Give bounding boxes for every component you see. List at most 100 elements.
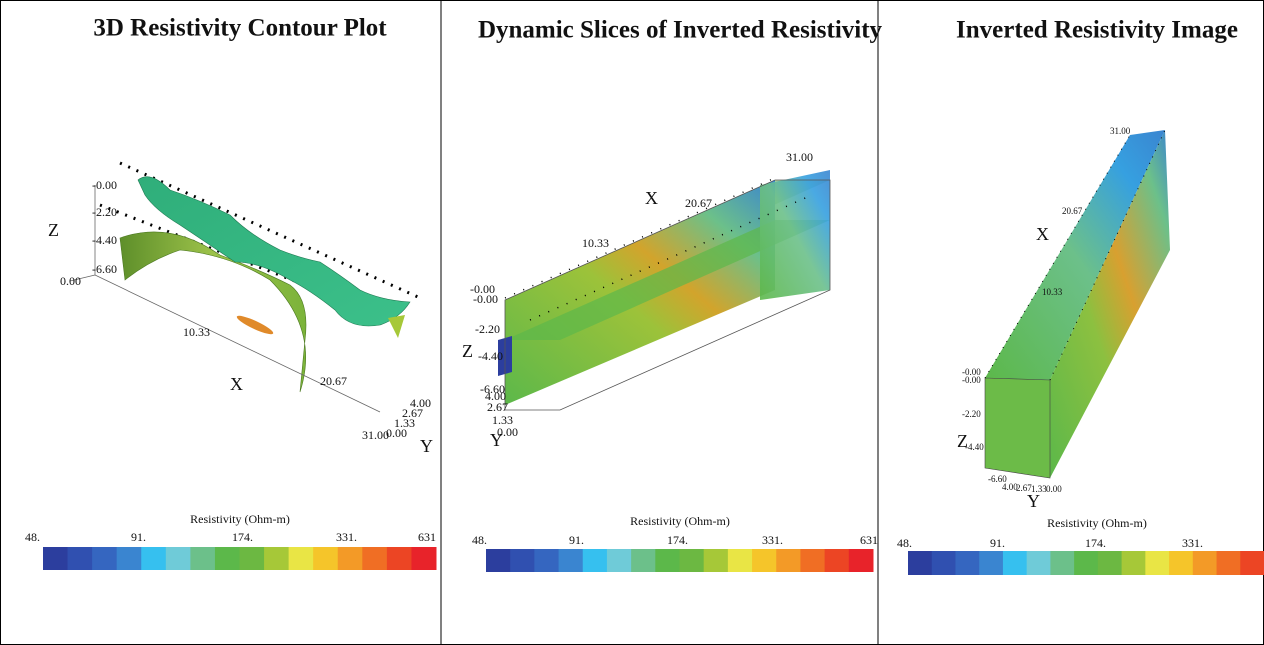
colorbar-title: Resistivity (Ohm-m)	[630, 514, 730, 528]
z-tick-label: -0.00	[473, 292, 498, 306]
y-tick-label: 0.00	[497, 425, 518, 439]
colorbar-cell	[313, 547, 339, 570]
colorbar-cell	[582, 549, 608, 572]
z-tick-label: -4.40	[965, 442, 984, 452]
block-top	[985, 130, 1165, 380]
y-tick-label: 1.33	[1031, 484, 1047, 494]
colorbar-label: 331.	[762, 533, 783, 547]
colorbar-label: 174.	[1085, 536, 1106, 550]
x-tick-label: 20.67	[320, 374, 347, 388]
colorbar-cell	[288, 547, 314, 570]
block-side	[1050, 130, 1170, 478]
colorbar-cell	[752, 549, 777, 572]
z-tick-label: -6.60	[480, 382, 505, 396]
dotted-edge	[119, 161, 419, 299]
panel-title: Inverted Resistivity Image	[956, 17, 1238, 44]
x-tick-label: -0.00	[962, 367, 981, 377]
colorbar-cell	[1192, 551, 1218, 575]
x-tick-label: 31.00	[1110, 126, 1131, 136]
x-tick-label: 10.33	[183, 325, 210, 339]
x-tick-label: 31.00	[786, 150, 813, 164]
colorbar-cell	[776, 549, 801, 572]
z-tick-label: -4.40	[92, 233, 117, 247]
z-tick-label: -0.00	[962, 375, 981, 385]
z-tick-label: -4.40	[478, 349, 503, 363]
colorbar-cell	[955, 551, 980, 575]
slice-horizontal	[505, 220, 830, 340]
colorbar-cell	[1074, 551, 1099, 575]
colorbar-cell	[116, 547, 142, 570]
y-tick-label: 2.67	[402, 406, 423, 420]
colorbar-cell	[848, 549, 874, 572]
colorbar-label: 174.	[667, 533, 688, 547]
colorbar-cell	[558, 549, 584, 572]
colorbar-cell	[486, 549, 511, 572]
y-tick-label: 2.67	[487, 400, 508, 414]
x-tick-label: 10.33	[1042, 287, 1063, 297]
y-tick-label: 1.33	[492, 413, 513, 427]
colorbar-label: 331.	[336, 530, 357, 544]
colorbar-cell	[411, 547, 437, 570]
colorbar-cell	[1026, 551, 1051, 575]
block-front	[984, 377, 1051, 479]
colorbar-cell	[165, 547, 191, 570]
z-tick-label: -2.20	[475, 322, 500, 336]
colorbar-cell	[510, 549, 535, 572]
axis-frame	[69, 185, 381, 413]
colorbar-label: 48.	[472, 533, 487, 547]
z-axis-label: Z	[48, 220, 59, 240]
colorbar-label: 48.	[897, 536, 912, 550]
colorbar-cell	[1121, 551, 1146, 575]
x-axis-label: X	[230, 374, 243, 394]
panel-title: Dynamic Slices of Inverted Resistivity	[478, 17, 883, 44]
colorbar-cell	[67, 547, 93, 570]
y-axis-label: Y	[490, 430, 503, 450]
panel-title: 3D Resistivity Contour Plot	[93, 15, 387, 42]
colorbar-label: 91.	[990, 536, 1005, 550]
colorbar-cell	[1002, 551, 1028, 575]
x-tick-label: 10.33	[582, 236, 609, 250]
colorbar-cell	[534, 549, 560, 572]
colorbar-cell	[386, 547, 412, 570]
x-tick-label: 0.00	[60, 274, 81, 288]
x-axis-label: X	[1036, 224, 1049, 244]
colorbar-cell	[931, 551, 956, 575]
z-tick-label: -0.00	[92, 178, 117, 192]
x-tick-label: 20.67	[1062, 206, 1083, 216]
contour-surface	[388, 315, 405, 338]
y-tick-label: 0.00	[1046, 484, 1062, 494]
slice-vertical	[760, 170, 830, 300]
colorbar-cell	[824, 549, 850, 572]
colorbar-cell	[214, 547, 240, 570]
z-tick-label: -2.20	[92, 205, 117, 219]
box-frame	[504, 179, 831, 411]
colorbar-cell	[1216, 551, 1241, 575]
colorbar-cell	[703, 549, 729, 572]
contour-surface	[119, 231, 307, 393]
colorbar-cell	[92, 547, 118, 570]
colorbar-cell	[606, 549, 632, 572]
colorbar-cell	[800, 549, 826, 572]
y-tick-label: 4.00	[485, 389, 506, 403]
y-tick-label: 0.00	[386, 426, 407, 440]
x-tick-label: 20.67	[685, 196, 712, 210]
z-tick-label: -6.60	[988, 474, 1007, 484]
colorbar-cell	[679, 549, 705, 572]
colorbar-cell	[141, 547, 167, 570]
colorbar-cell	[631, 549, 656, 572]
x-tick-label: -0.00	[470, 282, 495, 296]
colorbar-cell	[979, 551, 1004, 575]
z-tick-label: -2.20	[962, 409, 981, 419]
colorbar-label: 331.	[1182, 536, 1203, 550]
colorbar-label: 631	[860, 533, 878, 547]
y-axis-label: Y	[1027, 491, 1040, 511]
x-tick-label: 31.00	[362, 428, 389, 442]
z-axis-label: Z	[462, 341, 473, 361]
contour-surface	[236, 315, 274, 335]
y-axis-label: Y	[420, 436, 433, 456]
colorbar-cell	[655, 549, 680, 572]
colorbar-cell	[1240, 551, 1264, 575]
colorbar-cell	[264, 547, 290, 570]
colorbar-label: 174.	[232, 530, 253, 544]
